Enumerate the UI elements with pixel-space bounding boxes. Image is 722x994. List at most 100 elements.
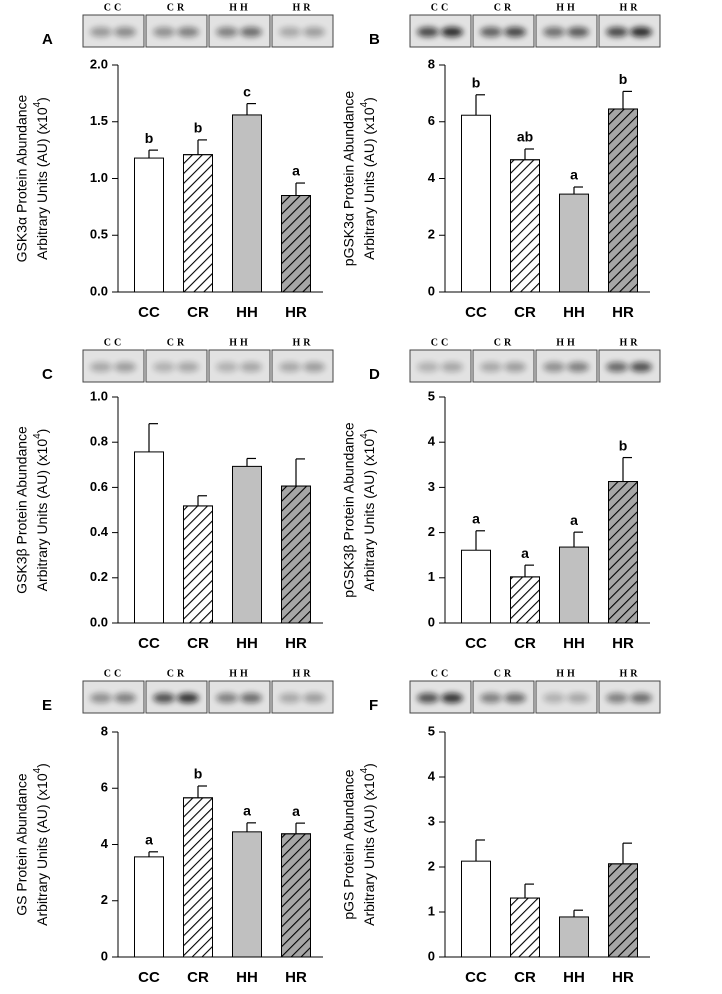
blot-band [480, 27, 502, 37]
error-bar [622, 456, 632, 482]
significance-letter: b [619, 437, 628, 453]
blot-band [543, 693, 565, 703]
blot-band [240, 362, 262, 372]
blot-label: HR [620, 668, 641, 679]
error-bar [197, 785, 207, 798]
significance-letter: a [243, 803, 251, 819]
x-tick-label: HH [563, 304, 585, 321]
significance-letter: a [570, 167, 578, 183]
y-axis-label: Arbitrary Units (AU) (x104) [32, 763, 50, 926]
error-bar [524, 883, 534, 899]
error-bar [622, 842, 632, 864]
x-tick-label: CC [465, 304, 487, 321]
x-tick-label: CR [187, 635, 209, 652]
x-tick-label: HR [285, 304, 307, 321]
panel-label: E [42, 697, 52, 714]
blot-band [279, 693, 301, 703]
y-tick-label: 4 [101, 836, 109, 851]
y-axis-label: Arbitrary Units (AU) (x104) [32, 97, 50, 260]
y-axis-label-text: Arbitrary Units (AU) (x10 [361, 773, 377, 926]
y-tick-label: 1 [428, 903, 435, 918]
bar-hatch [281, 833, 311, 958]
blot-band [630, 693, 652, 703]
x-tick-label: CC [138, 304, 160, 321]
x-tick-label: HH [236, 969, 258, 986]
error-bar [573, 186, 583, 195]
blot-band [279, 362, 301, 372]
y-axis-label-exponent: 4 [32, 767, 43, 773]
blot-label: CR [494, 2, 514, 13]
blot-label: HH [229, 2, 251, 13]
error-bar [295, 458, 305, 487]
y-tick-label: 6 [428, 113, 435, 128]
y-tick-label: 2 [428, 227, 435, 242]
y-axis-label-suffix: ) [361, 429, 377, 434]
significance-letter: a [292, 803, 300, 819]
y-tick-label: 0 [101, 948, 108, 963]
y-axis-label-text: Arbitrary Units (AU) (x10 [361, 439, 377, 592]
blot-band [480, 362, 502, 372]
error-bar [246, 822, 256, 832]
y-tick-label: 3 [428, 479, 435, 494]
error-bar [197, 495, 207, 506]
y-tick-label: 0.0 [90, 283, 108, 298]
y-tick-label: 0 [428, 614, 435, 629]
blot-band [630, 362, 652, 372]
blot-band [567, 693, 589, 703]
bar-hatch [608, 481, 638, 624]
blot-band [441, 27, 463, 37]
error-bar [295, 822, 305, 834]
blot-label: HR [293, 668, 314, 679]
y-axis-label-exponent: 4 [359, 433, 370, 439]
y-axis-label-suffix: ) [34, 429, 50, 434]
bar [232, 114, 262, 293]
bar [559, 916, 589, 958]
blot-band [177, 693, 199, 703]
x-tick-label: HH [563, 635, 585, 652]
x-tick-label: HR [285, 969, 307, 986]
y-axis-label-exponent: 4 [359, 767, 370, 773]
blot-band [114, 362, 136, 372]
y-axis-label-text: Arbitrary Units (AU) (x10 [34, 107, 50, 260]
blot-band [303, 693, 325, 703]
x-tick-label: HR [612, 969, 634, 986]
x-tick-label: HR [612, 304, 634, 321]
blot-label: CR [494, 337, 514, 348]
blot-label: HR [620, 2, 641, 13]
y-tick-label: 2 [428, 858, 435, 873]
bar [232, 831, 262, 958]
blot-band [90, 362, 112, 372]
y-tick-label: 8 [428, 56, 435, 71]
y-axis-label: GSK3β Protein Abundance [14, 426, 30, 594]
bar-hatch [510, 159, 540, 293]
panel-label: F [369, 697, 378, 714]
significance-letter: a [472, 510, 480, 526]
blot-label: CR [494, 668, 514, 679]
y-axis-label-text: Arbitrary Units (AU) (x10 [34, 439, 50, 592]
error-bar [148, 149, 158, 159]
blot-band [630, 27, 652, 37]
y-axis-label: GSK3α Protein Abundance [14, 94, 30, 262]
error-bar [573, 531, 583, 548]
x-tick-label: CC [138, 635, 160, 652]
y-tick-label: 0.6 [90, 479, 108, 494]
y-axis-label-suffix: ) [361, 763, 377, 768]
y-tick-label: 0 [428, 948, 435, 963]
significance-letter: a [292, 163, 300, 179]
x-tick-label: CC [138, 969, 160, 986]
bar-hatch [608, 863, 638, 958]
blot-band [303, 27, 325, 37]
blot-label: CR [167, 2, 187, 13]
error-bar [475, 530, 485, 551]
error-bar [524, 564, 534, 577]
x-tick-label: HH [236, 635, 258, 652]
x-tick-label: CR [514, 304, 536, 321]
significance-letter: a [570, 512, 578, 528]
y-axis-label-text: Arbitrary Units (AU) (x10 [361, 107, 377, 260]
x-tick-label: CC [465, 635, 487, 652]
panel-label: C [42, 366, 53, 383]
blot-label: CC [104, 337, 124, 348]
bar-hatch [183, 154, 213, 293]
blot-band [504, 27, 526, 37]
